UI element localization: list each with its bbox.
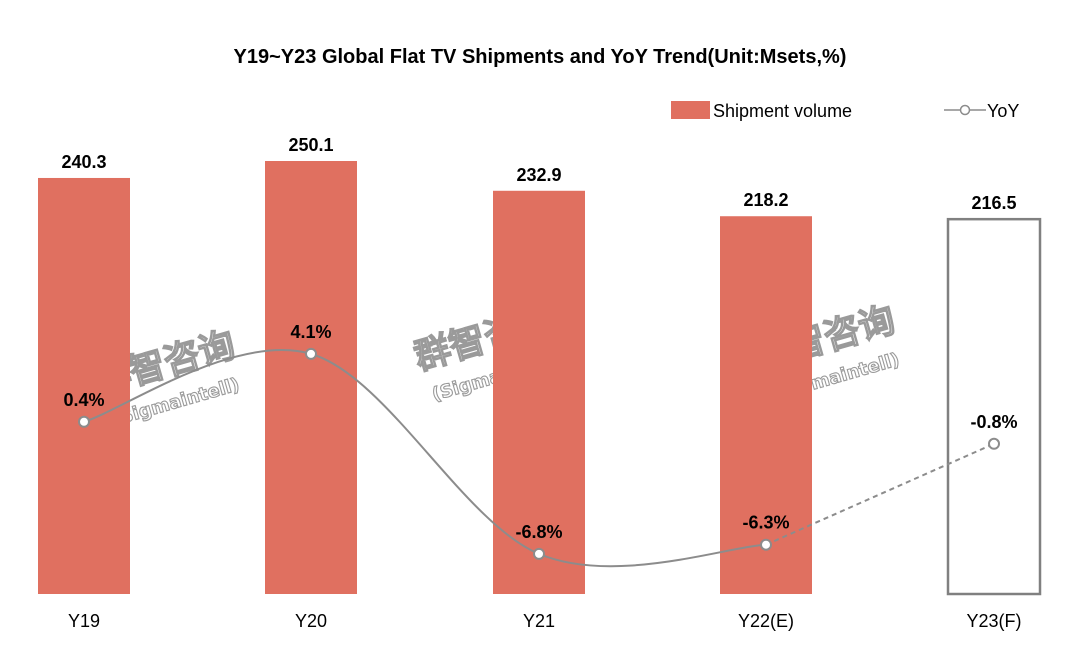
bar-value-label: 218.2 xyxy=(743,190,788,210)
x-axis-ticks: Y19 Y20 Y21 Y22(E) Y23(F) xyxy=(68,611,1022,631)
yoy-labels: 0.4% 4.1% -6.8% -6.3% -0.8% xyxy=(63,322,1017,542)
yoy-point xyxy=(305,347,317,360)
yoy-point xyxy=(78,415,90,428)
yoy-line-forecast xyxy=(765,442,995,546)
bar-value-label: 232.9 xyxy=(516,165,561,185)
yoy-value-label: -0.8% xyxy=(970,412,1017,432)
legend-label-shipment: Shipment volume xyxy=(713,101,852,121)
bars xyxy=(38,161,1042,596)
yoy-value-label: 0.4% xyxy=(63,390,104,410)
bar-value-label: 250.1 xyxy=(288,135,333,155)
legend-label-yoy: YoY xyxy=(987,101,1019,121)
x-tick-label: Y22(E) xyxy=(738,611,794,631)
x-tick-label: Y23(F) xyxy=(966,611,1021,631)
bar-y21 xyxy=(493,190,585,594)
bar-y19 xyxy=(38,177,130,595)
legend-bar-swatch xyxy=(671,101,710,119)
legend-yoy-marker xyxy=(944,104,986,116)
bar-y22-e xyxy=(720,216,812,595)
yoy-line-solid xyxy=(83,348,767,568)
chart-title: Y19~Y23 Global Flat TV Shipments and YoY… xyxy=(234,46,847,68)
x-tick-label: Y19 xyxy=(68,611,100,631)
yoy-value-label: -6.8% xyxy=(515,522,562,542)
yoy-value-label: 4.1% xyxy=(290,322,331,342)
bar-y20 xyxy=(265,161,357,594)
yoy-value-label: -6.3% xyxy=(742,513,789,533)
x-tick-label: Y20 xyxy=(295,611,327,631)
legend: Shipment volume YoY xyxy=(671,101,1019,121)
bar-labels: 240.3 250.1 232.9 218.2 216.5 xyxy=(61,135,1016,213)
yoy-point xyxy=(988,437,1000,450)
yoy-point xyxy=(533,547,545,560)
bar-y23-f xyxy=(946,217,1042,596)
bar-value-label: 240.3 xyxy=(61,152,106,172)
bar-value-label: 216.5 xyxy=(971,193,1016,213)
x-tick-label: Y21 xyxy=(523,611,555,631)
yoy-point xyxy=(760,538,772,551)
yoy-line-layer xyxy=(78,347,1000,568)
